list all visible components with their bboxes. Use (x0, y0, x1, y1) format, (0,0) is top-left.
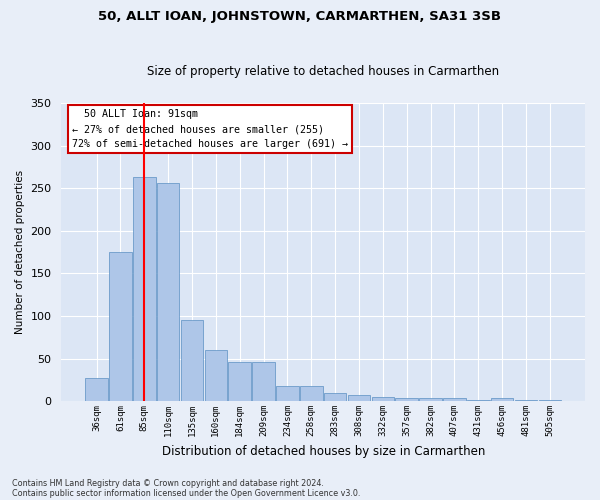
Bar (539, 400, 561, 401)
Text: Contains HM Land Registry data © Crown copyright and database right 2024.: Contains HM Land Registry data © Crown c… (12, 478, 324, 488)
Bar (252, 362, 275, 401)
Bar (491, 398, 514, 401)
Bar (300, 386, 323, 401)
Text: Contains public sector information licensed under the Open Government Licence v3: Contains public sector information licen… (12, 488, 361, 498)
Bar (109, 252, 132, 401)
Bar (467, 400, 490, 401)
Bar (347, 395, 370, 401)
Bar (395, 398, 418, 401)
Bar (419, 398, 442, 401)
Y-axis label: Number of detached properties: Number of detached properties (15, 170, 25, 334)
Text: 50, ALLT IOAN, JOHNSTOWN, CARMARTHEN, SA31 3SB: 50, ALLT IOAN, JOHNSTOWN, CARMARTHEN, SA… (98, 10, 502, 23)
Bar (324, 392, 346, 401)
Bar (181, 320, 203, 401)
Bar (205, 350, 227, 401)
Bar (371, 397, 394, 401)
Bar (229, 362, 251, 401)
Bar (276, 386, 299, 401)
Bar (515, 400, 538, 401)
Bar (157, 184, 179, 401)
X-axis label: Distribution of detached houses by size in Carmarthen: Distribution of detached houses by size … (161, 444, 485, 458)
Title: Size of property relative to detached houses in Carmarthen: Size of property relative to detached ho… (147, 66, 499, 78)
Text: 50 ALLT Ioan: 91sqm  
← 27% of detached houses are smaller (255)
72% of semi-det: 50 ALLT Ioan: 91sqm ← 27% of detached ho… (72, 109, 348, 149)
Bar (85, 378, 108, 401)
Bar (443, 398, 466, 401)
Bar (133, 178, 155, 401)
